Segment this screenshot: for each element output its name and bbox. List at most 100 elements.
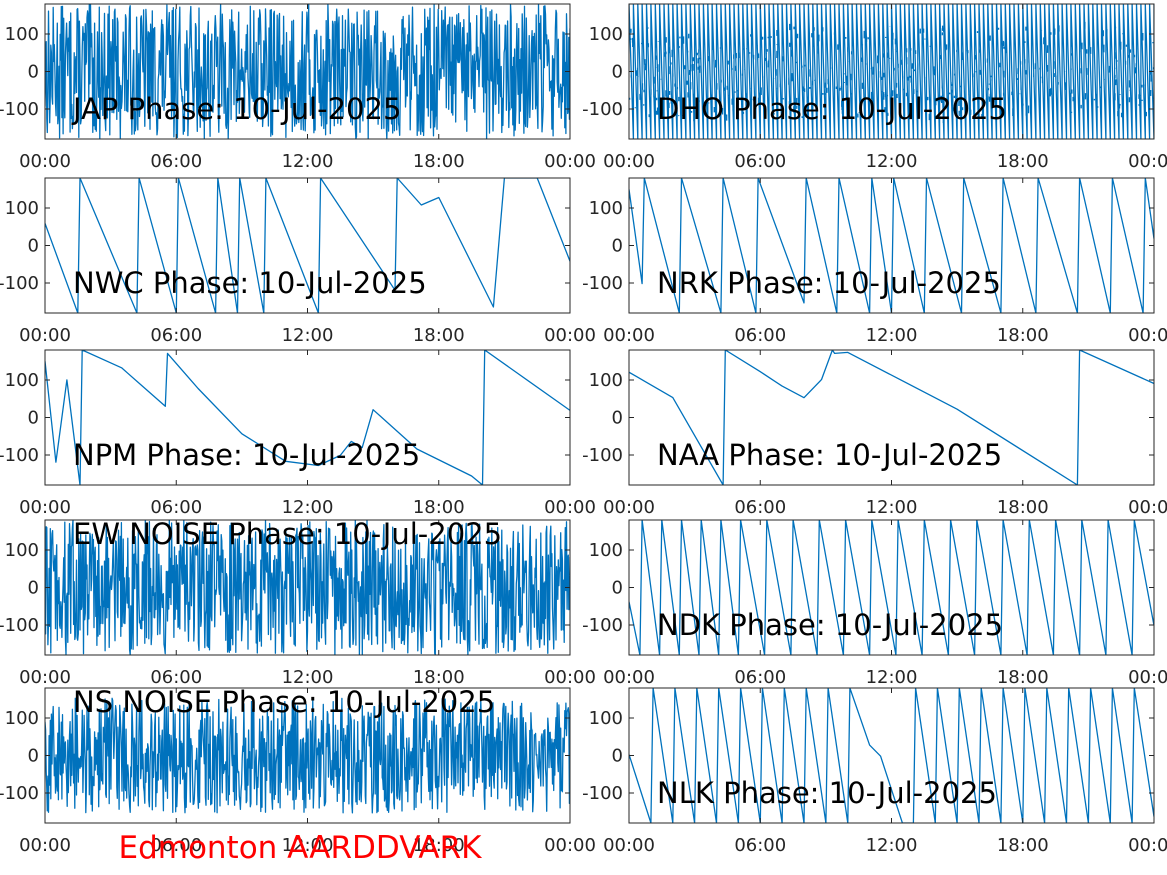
x-tick-label: 18:00: [413, 325, 465, 346]
y-tick-label: 0: [612, 746, 623, 767]
x-tick-label: 00:00: [544, 835, 596, 856]
panel-title-nwc: NWC Phase: 10-Jul-2025: [73, 266, 427, 300]
panels: 100 0 -100 00:00 06:00 12:00 18:00 00:00 JAP Pha…: [0, 3, 1167, 856]
x-tick-label: 00:00: [1128, 325, 1167, 346]
y-tick-label: -100: [0, 99, 39, 120]
y-tick-label: -100: [0, 273, 39, 294]
x-tick-label: 00:00: [19, 325, 71, 346]
x-tick-label: 18:00: [997, 497, 1049, 518]
x-tick-label: 12:00: [866, 835, 918, 856]
x-tick-label: 12:00: [282, 667, 334, 688]
panel-nrk: 100 0 -100 00:00 06:00 12:00 18:00 00:00 NRK Pha…: [582, 177, 1167, 346]
y-tick-label: 100: [5, 24, 39, 45]
series-line-jap: [45, 4, 570, 139]
x-tick-label: 00:00: [19, 497, 71, 518]
y-tick-label: -100: [582, 445, 623, 466]
x-tick-label: 18:00: [413, 497, 465, 518]
x-tick-label: 06:00: [150, 151, 202, 172]
y-tick-label: -100: [582, 615, 623, 636]
panel-title-npm: NPM Phase: 10-Jul-2025: [73, 438, 420, 472]
x-tick-label: 06:00: [150, 835, 202, 856]
panel-title-jap: JAP Phase: 10-Jul-2025: [71, 92, 401, 126]
y-tick-label: 100: [589, 708, 623, 729]
panel-ndk: 100 0 -100 00:00 06:00 12:00 18:00 00:00 NDK Pha…: [582, 519, 1167, 688]
y-tick-label: -100: [0, 783, 39, 804]
y-tick-label: -100: [582, 783, 623, 804]
x-tick-label: 18:00: [413, 667, 465, 688]
panel-jap: 100 0 -100 00:00 06:00 12:00 18:00 00:00 JAP Pha…: [0, 3, 596, 172]
x-tick-label: 06:00: [734, 667, 786, 688]
panel-dho: 100 0 -100 00:00 06:00 12:00 18:00 00:00 DHO Pha…: [582, 3, 1167, 172]
x-tick-label: 00:00: [19, 835, 71, 856]
x-tick-label: 00:00: [603, 151, 655, 172]
y-tick-label: -100: [582, 273, 623, 294]
panel-title-naa: NAA Phase: 10-Jul-2025: [657, 438, 1002, 472]
panel-ew-noise: 100 0 -100 00:00 06:00 12:00 18:00 00:00 EW NOIS…: [0, 517, 596, 688]
x-tick-label: 00:00: [544, 497, 596, 518]
panel-ns-noise: 100 0 -100 00:00 06:00 12:00 18:00 00:00 NS NOIS…: [0, 685, 596, 856]
y-tick-label: 100: [589, 24, 623, 45]
panel-naa: 100 0 -100 00:00 06:00 12:00 18:00 00:00 NAA Pha…: [582, 349, 1167, 518]
series-line-ew-noise: [45, 520, 570, 655]
series-line-dho: [629, 4, 1154, 139]
y-tick-label: 0: [612, 408, 623, 429]
panel-nwc: 100 0 -100 00:00 06:00 12:00 18:00 00:00 NWC Pha…: [0, 177, 596, 346]
x-tick-label: 12:00: [866, 497, 918, 518]
x-tick-label: 18:00: [997, 835, 1049, 856]
x-tick-label: 00:00: [1128, 497, 1167, 518]
series-line-naa: [629, 350, 1154, 485]
panel-title-ns-noise: NS NOISE Phase: 10-Jul-2025: [73, 685, 495, 719]
series-line-nrk: [629, 178, 1154, 313]
y-tick-label: 0: [612, 62, 623, 83]
x-tick-label: 06:00: [734, 835, 786, 856]
x-tick-label: 12:00: [282, 835, 334, 856]
series-line-npm: [45, 350, 570, 485]
panel-nlk: 100 0 -100 00:00 06:00 12:00 18:00 00:00 NLK Pha…: [582, 687, 1167, 856]
x-tick-label: 18:00: [997, 151, 1049, 172]
x-tick-label: 06:00: [150, 497, 202, 518]
panel-title-ndk: NDK Phase: 10-Jul-2025: [657, 608, 1003, 642]
y-tick-label: 100: [5, 370, 39, 391]
x-tick-label: 06:00: [734, 325, 786, 346]
y-tick-label: -100: [0, 615, 39, 636]
x-tick-label: 06:00: [734, 151, 786, 172]
y-tick-label: 100: [589, 540, 623, 561]
y-tick-label: 100: [5, 540, 39, 561]
y-tick-label: 0: [28, 746, 39, 767]
x-tick-label: 00:00: [603, 835, 655, 856]
x-tick-label: 00:00: [603, 667, 655, 688]
x-tick-label: 18:00: [413, 835, 465, 856]
x-tick-label: 18:00: [997, 667, 1049, 688]
x-tick-label: 12:00: [866, 325, 918, 346]
y-tick-label: 0: [28, 62, 39, 83]
panel-title-nrk: NRK Phase: 10-Jul-2025: [657, 266, 1001, 300]
y-tick-label: 0: [612, 578, 623, 599]
x-tick-label: 18:00: [413, 151, 465, 172]
x-tick-label: 00:00: [19, 667, 71, 688]
y-tick-label: 0: [612, 236, 623, 257]
x-tick-label: 00:00: [603, 497, 655, 518]
series-line-nlk: [629, 688, 1154, 823]
y-tick-label: 100: [589, 198, 623, 219]
x-tick-label: 00:00: [19, 151, 71, 172]
x-tick-label: 12:00: [282, 497, 334, 518]
x-tick-label: 18:00: [997, 325, 1049, 346]
footer-title: Edmonton AARDDVARK: [118, 830, 482, 866]
x-tick-label: 00:00: [544, 667, 596, 688]
y-tick-label: 0: [28, 236, 39, 257]
x-tick-label: 00:00: [544, 325, 596, 346]
panel-title-dho: DHO Phase: 10-Jul-2025: [657, 92, 1007, 126]
y-tick-label: 100: [5, 198, 39, 219]
x-tick-label: 12:00: [866, 667, 918, 688]
panel-title-ew-noise: EW NOISE Phase: 10-Jul-2025: [73, 517, 502, 551]
x-tick-label: 06:00: [734, 497, 786, 518]
x-tick-label: 00:00: [1128, 151, 1167, 172]
y-tick-label: 100: [5, 708, 39, 729]
x-tick-label: 12:00: [282, 151, 334, 172]
x-tick-label: 06:00: [150, 325, 202, 346]
y-tick-label: 100: [589, 370, 623, 391]
series-line-ndk: [629, 520, 1154, 655]
y-tick-label: -100: [0, 445, 39, 466]
x-tick-label: 00:00: [603, 325, 655, 346]
